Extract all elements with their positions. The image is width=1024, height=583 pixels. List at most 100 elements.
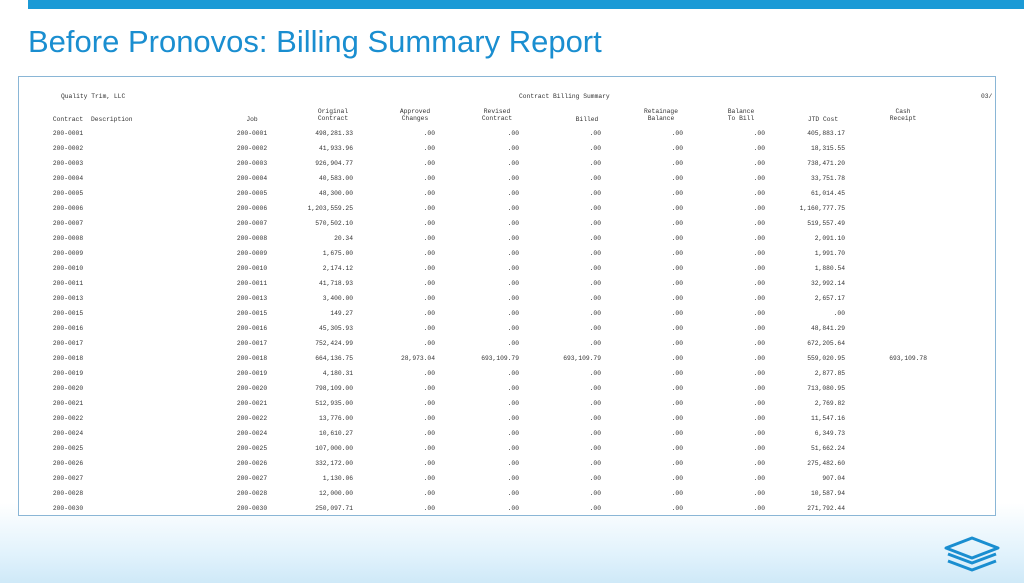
table-row: 200-0005 200-0005 48,300.00 .00 .00 .00 .00 .00… xyxy=(19,186,995,201)
cell-billed: .00 xyxy=(589,445,601,452)
cell-approved-changes: .00 xyxy=(423,295,435,302)
report-date: 03/ xyxy=(981,93,993,100)
cell-revised-contract: .00 xyxy=(507,310,519,317)
header-cash-line1: Cash xyxy=(895,108,911,115)
cell-retainage-balance: .00 xyxy=(671,160,683,167)
stacked-layers-icon xyxy=(944,536,1000,572)
table-row: 200-0022 200-0022 13,776.00 .00 .00 .00 .00 .00… xyxy=(19,411,995,426)
cell-cash-receipt: 693,109.78 xyxy=(889,355,927,362)
cell-job: 200-0006 xyxy=(236,205,268,212)
slide-title: Before Pronovos: Billing Summary Report xyxy=(28,24,602,59)
cell-retainage-balance: .00 xyxy=(671,505,683,512)
cell-retainage-balance: .00 xyxy=(671,310,683,317)
cell-contract: 200-0013 xyxy=(52,295,84,302)
cell-contract: 200-0005 xyxy=(52,190,84,197)
cell-revised-contract: .00 xyxy=(507,145,519,152)
cell-billed: .00 xyxy=(589,220,601,227)
cell-billed: .00 xyxy=(589,385,601,392)
cell-jtd-cost: 2,769.82 xyxy=(814,400,845,407)
cell-approved-changes: .00 xyxy=(423,145,435,152)
cell-original-contract: 149.27 xyxy=(330,310,353,317)
header-original-line2: Contract xyxy=(317,115,349,122)
cell-retainage-balance: .00 xyxy=(671,460,683,467)
cell-billed: .00 xyxy=(589,190,601,197)
cell-revised-contract: .00 xyxy=(507,415,519,422)
cell-revised-contract: .00 xyxy=(507,400,519,407)
bottom-gradient xyxy=(0,503,1024,583)
cell-contract: 200-0024 xyxy=(52,430,84,437)
cell-jtd-cost: 33,751.78 xyxy=(810,175,845,182)
cell-retainage-balance: .00 xyxy=(671,220,683,227)
cell-original-contract: 332,172.00 xyxy=(315,460,353,467)
cell-contract: 200-0019 xyxy=(52,370,84,377)
cell-original-contract: 45,305.93 xyxy=(318,325,353,332)
cell-billed: .00 xyxy=(589,415,601,422)
header-revised-line2: Contract xyxy=(481,115,513,122)
table-row: 200-0009 200-0009 1,675.00 .00 .00 .00 .00 .00 1… xyxy=(19,246,995,261)
header-approved-line2: Changes xyxy=(401,115,429,122)
table-row: 200-0030 200-0030 250,097.71 .00 .00 .00 .00 .0… xyxy=(19,501,995,515)
table-row: 200-0026 200-0026 332,172.00 .00 .00 .00 .00 .0… xyxy=(19,456,995,471)
table-row: 200-0027 200-0027 1,130.06 .00 .00 .00 .00 .00 9… xyxy=(19,471,995,486)
cell-job: 200-0018 xyxy=(236,355,268,362)
cell-retainage-balance: .00 xyxy=(671,490,683,497)
cell-jtd-cost: 2,877.85 xyxy=(814,370,845,377)
cell-approved-changes: .00 xyxy=(423,280,435,287)
cell-contract: 200-0004 xyxy=(52,175,84,182)
cell-jtd-cost: 32,992.14 xyxy=(810,280,845,287)
cell-contract: 200-0018 xyxy=(52,355,84,362)
cell-contract: 200-0022 xyxy=(52,415,84,422)
cell-jtd-cost: 1,880.54 xyxy=(814,265,845,272)
cell-jtd-cost: 51,662.24 xyxy=(810,445,845,452)
cell-job: 200-0005 xyxy=(236,190,268,197)
cell-billed: .00 xyxy=(589,250,601,257)
cell-job: 200-0011 xyxy=(236,280,268,287)
cell-balance-to-bill: .00 xyxy=(753,130,765,137)
cell-balance-to-bill: .00 xyxy=(753,490,765,497)
cell-balance-to-bill: .00 xyxy=(753,145,765,152)
cell-approved-changes: .00 xyxy=(423,505,435,512)
header-balance-to-bill: Balance To Bill xyxy=(713,108,769,122)
cell-approved-changes: .00 xyxy=(423,325,435,332)
table-row: 200-0006 200-0006 1,203,559.25 .00 .00 .00 .00… xyxy=(19,201,995,216)
cell-revised-contract: .00 xyxy=(507,190,519,197)
table-row: 200-0010 200-0010 2,174.12 .00 .00 .00 .00 .00 1… xyxy=(19,261,995,276)
cell-contract: 200-0017 xyxy=(52,340,84,347)
cell-retainage-balance: .00 xyxy=(671,190,683,197)
table-row: 200-0021 200-0021 512,935.00 .00 .00 .00 .00 .0… xyxy=(19,396,995,411)
cell-contract: 200-0006 xyxy=(52,205,84,212)
header-retainage-line2: Balance xyxy=(647,115,675,122)
table-row: 200-0008 200-0008 20.34 .00 .00 .00 .00 .00 2,09… xyxy=(19,231,995,246)
table-row: 200-0015 200-0015 149.27 .00 .00 .00 .00 .00 .00 xyxy=(19,306,995,321)
cell-jtd-cost: 713,080.95 xyxy=(807,385,845,392)
cell-balance-to-bill: .00 xyxy=(753,250,765,257)
cell-jtd-cost: 559,020.95 xyxy=(807,355,845,362)
header-description: Description xyxy=(91,116,133,123)
cell-approved-changes: .00 xyxy=(423,235,435,242)
table-row: 200-0028 200-0028 12,000.00 .00 .00 .00 .00 .00… xyxy=(19,486,995,501)
column-headers: Contract Description Job Original Contra… xyxy=(19,108,995,124)
header-billed: Billed xyxy=(575,116,599,123)
report-screenshot: Quality Trim, LLC Contract Billing Summa… xyxy=(18,76,996,516)
cell-job: 200-0019 xyxy=(236,370,268,377)
cell-retainage-balance: .00 xyxy=(671,280,683,287)
cell-retainage-balance: .00 xyxy=(671,400,683,407)
cell-jtd-cost: 18,315.55 xyxy=(810,145,845,152)
cell-revised-contract: .00 xyxy=(507,340,519,347)
cell-billed: 693,109.79 xyxy=(563,355,601,362)
cell-revised-contract: .00 xyxy=(507,325,519,332)
table-row: 200-0001 200-0001 498,281.33 .00 .00 .00 .00 .0… xyxy=(19,126,995,141)
cell-balance-to-bill: .00 xyxy=(753,505,765,512)
cell-jtd-cost: 48,841.29 xyxy=(810,325,845,332)
cell-original-contract: 1,130.06 xyxy=(322,475,353,482)
cell-original-contract: 4,180.31 xyxy=(322,370,353,377)
cell-revised-contract: .00 xyxy=(507,280,519,287)
cell-billed: .00 xyxy=(589,400,601,407)
cell-balance-to-bill: .00 xyxy=(753,265,765,272)
cell-original-contract: 2,174.12 xyxy=(322,265,353,272)
cell-retainage-balance: .00 xyxy=(671,325,683,332)
cell-jtd-cost: 275,482.60 xyxy=(807,460,845,467)
cell-jtd-cost: 2,657.17 xyxy=(814,295,845,302)
cell-balance-to-bill: .00 xyxy=(753,190,765,197)
cell-balance-to-bill: .00 xyxy=(753,340,765,347)
